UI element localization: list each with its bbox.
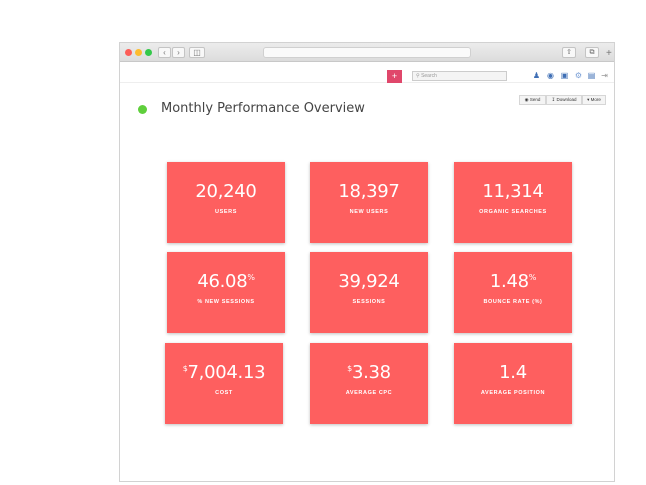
- metric-value: 20,240: [195, 181, 257, 202]
- sidebar-toggle-icon[interactable]: ◫: [189, 47, 205, 58]
- close-window-button[interactable]: [125, 49, 132, 56]
- page-title: Monthly Performance Overview: [161, 101, 365, 116]
- account-icon[interactable]: ◉: [547, 71, 554, 80]
- eye-icon: ◉: [524, 97, 529, 102]
- download-button[interactable]: ↧ Download: [546, 95, 582, 105]
- metric-label: AVERAGE CPC: [345, 390, 393, 396]
- back-arrow-icon[interactable]: ‹: [158, 47, 171, 58]
- metric-card-new-users[interactable]: 18,397 NEW USERS: [310, 162, 428, 243]
- metric-value: 1.4: [499, 362, 527, 383]
- tabs-overview-icon[interactable]: ⧉: [585, 47, 599, 58]
- metric-card-bounce-rate[interactable]: 1.48% BOUNCE RATE (%): [454, 252, 572, 333]
- metric-label: ORGANIC SEARCHES: [479, 209, 547, 215]
- grid-icon[interactable]: ▣: [560, 71, 569, 80]
- send-label: Send: [529, 97, 541, 102]
- metric-label: SESSIONS: [352, 299, 386, 305]
- metric-label: % NEW SESSIONS: [197, 299, 255, 305]
- app-toolbar: + ⚲ Search ♟ ◉ ▣ ⚙ ▤ ⇥: [120, 63, 614, 83]
- search-icon: ⚲: [416, 73, 420, 79]
- download-label: Download: [556, 97, 577, 102]
- metric-value: 18,397: [338, 181, 400, 202]
- metric-value: $3.38: [347, 362, 391, 383]
- download-icon: ↧: [551, 97, 556, 102]
- print-icon[interactable]: ▤: [587, 71, 596, 80]
- metric-card-average-cpc[interactable]: $3.38 AVERAGE CPC: [310, 343, 428, 424]
- metric-value: 1.48%: [489, 271, 537, 292]
- logout-icon[interactable]: ⇥: [601, 71, 608, 80]
- search-placeholder: Search: [421, 73, 437, 79]
- metric-card-cost[interactable]: $7,004.13 COST: [165, 343, 283, 424]
- metric-value: $7,004.13: [182, 362, 266, 383]
- chevron-down-icon: ▾: [587, 97, 590, 102]
- metric-card-users[interactable]: 20,240 USERS: [167, 162, 285, 243]
- more-button[interactable]: ▾ More: [582, 95, 606, 105]
- new-tab-button[interactable]: +: [606, 48, 612, 59]
- send-button[interactable]: ◉ Send: [519, 95, 546, 105]
- forward-arrow-icon[interactable]: ›: [172, 47, 185, 58]
- metric-card-average-position[interactable]: 1.4 AVERAGE POSITION: [454, 343, 572, 424]
- add-button[interactable]: +: [387, 70, 402, 83]
- metric-card-sessions[interactable]: 39,924 SESSIONS: [310, 252, 428, 333]
- maximize-window-button[interactable]: [145, 49, 152, 56]
- metric-label: AVERAGE POSITION: [480, 390, 546, 396]
- browser-window: ‹ › ◫ ⇧ ⧉ + + ⚲ Search ♟ ◉ ▣ ⚙ ▤ ⇥ ◉ Sen…: [119, 42, 615, 482]
- metric-value: 39,924: [338, 271, 400, 292]
- address-bar[interactable]: [263, 47, 471, 58]
- metric-value: 46.08%: [197, 271, 255, 292]
- search-input[interactable]: ⚲ Search: [412, 71, 507, 81]
- status-dot: [138, 105, 147, 114]
- share-icon[interactable]: ⇧: [562, 47, 576, 58]
- more-label: More: [590, 97, 601, 102]
- metric-card-organic-searches[interactable]: 11,314 ORGANIC SEARCHES: [454, 162, 572, 243]
- browser-titlebar: ‹ › ◫ ⇧ ⧉ +: [120, 43, 614, 62]
- metric-label: COST: [215, 390, 233, 396]
- metric-label: NEW USERS: [349, 209, 389, 215]
- settings-icon[interactable]: ⚙: [574, 71, 583, 80]
- users-icon[interactable]: ♟: [532, 71, 541, 80]
- metric-label: BOUNCE RATE (%): [483, 299, 543, 305]
- metric-card-new-sessions-pct[interactable]: 46.08% % NEW SESSIONS: [167, 252, 285, 333]
- metric-value: 11,314: [482, 181, 544, 202]
- metric-label: USERS: [215, 209, 237, 215]
- minimize-window-button[interactable]: [135, 49, 142, 56]
